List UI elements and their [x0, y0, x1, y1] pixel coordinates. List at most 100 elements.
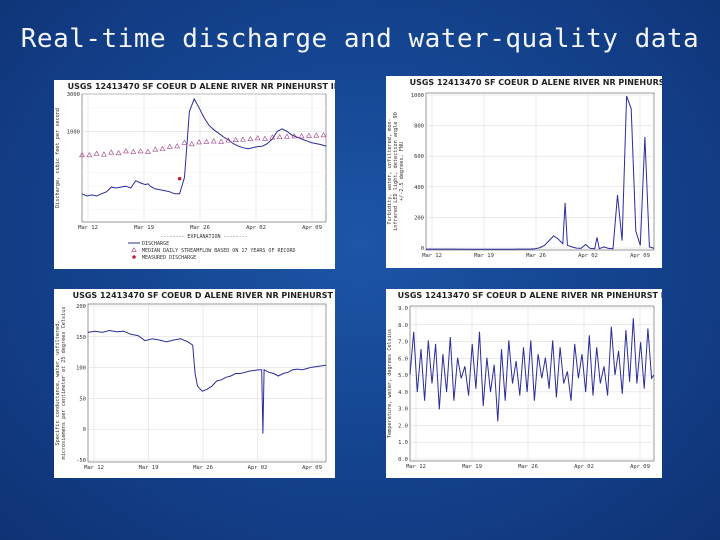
- chart2-x-tick-label: Apr 02: [578, 253, 598, 259]
- chart2-y-tick-label: 1000: [411, 93, 424, 99]
- chart3-x-tick-label: Apr 02: [248, 465, 268, 471]
- chart1-median-triangle-marker: [320, 132, 327, 138]
- temperature-chart: USGS 12413470 SF COEUR D ALENE RIVER NR …: [387, 291, 662, 470]
- chart2-x-tick-label: Mar 12: [422, 253, 442, 259]
- chart2-x-tick-label: Apr 09: [630, 253, 650, 259]
- chart1-legend-entry: MEASURED DISCHARGE: [142, 255, 196, 261]
- chart1-legend-star-swatch: [132, 255, 136, 259]
- chart2-ylabel: +/-2.5 degrees, FNU: [399, 142, 405, 201]
- chart1-x-tick-label: Mar 19: [134, 225, 154, 231]
- chart4-y-tick-label: 9.0: [398, 306, 408, 312]
- chart4-series-1-line: [409, 318, 655, 422]
- chart2-ylabel: infrared LED light, detection angle 90: [393, 112, 399, 231]
- chart4-y-tick-label: 6.0: [398, 356, 408, 362]
- chart1-median-triangle-marker: [159, 145, 166, 151]
- chart1-median-triangle-marker: [144, 148, 151, 154]
- chart4-y-tick-label: 4.0: [398, 390, 408, 396]
- chart3-series-1-line: [87, 329, 327, 434]
- chart1-median-triangle-marker: [313, 132, 320, 138]
- conductance-chart: USGS 12413470 SF COEUR D ALENE RIVER NR …: [55, 291, 335, 471]
- chart1-median-triangle-marker: [181, 139, 188, 145]
- chart1-median-triangle-marker: [218, 138, 224, 144]
- chart3-title: USGS 12413470 SF COEUR D ALENE RIVER NR …: [73, 291, 335, 300]
- chart3-ylabel: Specific conductance, water, unfiltered,: [55, 321, 61, 446]
- chart1-median-triangle-marker: [262, 135, 268, 141]
- chart4-ylabel: Temperature, water, degrees Celsius: [387, 329, 393, 438]
- chart1-x-tick-label: Apr 02: [246, 225, 266, 231]
- chart1-median-triangle-marker: [254, 135, 261, 141]
- chart1-median-triangle-marker: [240, 136, 246, 142]
- chart1-median-triangle-marker: [93, 150, 100, 156]
- chart1-ylabel: Discharge, cubic feet per second: [55, 108, 61, 208]
- chart1-median-triangle-marker: [298, 133, 305, 139]
- chart1-legend-entry: MEDIAN DAILY STREAMFLOW BASED ON 17 YEAR…: [142, 248, 296, 254]
- chart3-y-tick-label: 50: [79, 396, 86, 402]
- chart1-median-triangle-marker: [130, 148, 137, 154]
- chart1-median-triangle-marker: [306, 132, 312, 138]
- chart1-x-tick-label: Mar 12: [78, 225, 98, 231]
- chart1-median-triangle-marker: [174, 143, 181, 149]
- chart4-plot-area: [409, 305, 655, 462]
- chart1-median-triangle-marker: [86, 152, 93, 158]
- discharge-chart-panel: USGS 12413470 SF COEUR D ALENE RIVER NR …: [54, 80, 335, 269]
- chart3-y-tick-label: -50: [76, 458, 86, 464]
- chart3-y-tick-label: 0: [83, 427, 86, 433]
- chart1-median-triangle-marker: [232, 136, 239, 142]
- chart3-y-tick-label: 100: [76, 366, 86, 372]
- chart1-median-triangle-marker: [101, 151, 107, 157]
- chart1-median-triangle-marker: [269, 134, 276, 140]
- chart1-median-triangle-marker: [115, 150, 122, 156]
- chart4-y-tick-label: 8.0: [398, 323, 408, 329]
- chart3-y-tick-label: 200: [76, 304, 86, 310]
- chart3-x-tick-label: Mar 12: [84, 465, 104, 471]
- chart4-x-tick-label: Mar 19: [462, 464, 482, 470]
- chart3-x-tick-label: Mar 19: [139, 465, 159, 471]
- chart1-measured-marker: [177, 176, 182, 181]
- chart1-y-tick-label: 3000: [67, 92, 80, 98]
- chart1-median-triangle-marker: [276, 133, 283, 140]
- chart2-x-tick-label: Mar 26: [526, 253, 546, 259]
- chart1-legend-heading: -------- EXPLANATION --------: [160, 234, 247, 240]
- chart1-median-triangle-marker: [203, 138, 210, 144]
- chart4-x-tick-label: Apr 09: [630, 464, 650, 470]
- chart1-median-triangle-marker: [284, 133, 290, 139]
- chart4-y-tick-label: 1.0: [398, 440, 408, 446]
- chart1-median-triangle-marker: [196, 139, 203, 145]
- conductance-chart-panel: USGS 12413470 SF COEUR D ALENE RIVER NR …: [54, 289, 335, 478]
- chart2-title: USGS 12413470 SF COEUR D ALENE RIVER NR …: [410, 78, 662, 87]
- chart2-series-1-line: [426, 95, 655, 250]
- chart1-x-tick-label: Mar 26: [190, 225, 210, 231]
- chart1-legend-triangle-swatch: [131, 247, 137, 252]
- chart1-median-triangle-marker: [210, 138, 217, 144]
- chart4-y-tick-label: 7.0: [398, 340, 408, 346]
- chart1-y-tick-label: 1000: [67, 129, 80, 135]
- chart1-median-triangle-marker: [247, 136, 254, 142]
- chart1-series-1-line: [81, 97, 327, 197]
- chart4-x-tick-label: Apr 02: [574, 464, 594, 470]
- chart2-ylabel: Turbidity, water, unfiltered, mon-: [387, 118, 393, 224]
- chart2-y-tick-label: 800: [414, 124, 424, 130]
- chart4-x-tick-label: Mar 26: [518, 464, 538, 470]
- chart4-y-tick-label: 0.0: [398, 457, 408, 463]
- chart3-x-tick-label: Apr 09: [302, 465, 322, 471]
- chart1-title: USGS 12413470 SF COEUR D ALENE RIVER NR …: [68, 82, 335, 91]
- discharge-chart: USGS 12413470 SF COEUR D ALENE RIVER NR …: [55, 82, 335, 261]
- chart2-x-tick-label: Mar 19: [474, 253, 494, 259]
- chart1-median-triangle-marker: [108, 149, 115, 155]
- chart1-median-triangle-marker: [152, 146, 159, 152]
- chart2-y-tick-label: 0: [421, 246, 424, 252]
- chart1-plot-area: [81, 93, 327, 223]
- slide-title: Real-time discharge and water-quality da…: [20, 24, 700, 54]
- chart1-legend-entry: DISCHARGE: [142, 241, 169, 247]
- chart1-median-triangle-marker: [137, 148, 144, 154]
- chart1-median-triangle-marker: [166, 143, 173, 149]
- chart1-median-triangle-marker: [225, 137, 232, 143]
- chart3-plot-area: [87, 303, 327, 463]
- chart1-median-triangle-marker: [291, 133, 298, 139]
- chart1-median-triangle-marker: [188, 141, 195, 147]
- chart4-y-tick-label: 2.0: [398, 423, 408, 429]
- turbidity-chart: USGS 12413470 SF COEUR D ALENE RIVER NR …: [387, 78, 662, 259]
- temperature-chart-panel: USGS 12413470 SF COEUR D ALENE RIVER NR …: [386, 289, 662, 478]
- chart2-y-tick-label: 200: [414, 215, 424, 221]
- chart4-y-tick-label: 5.0: [398, 373, 408, 379]
